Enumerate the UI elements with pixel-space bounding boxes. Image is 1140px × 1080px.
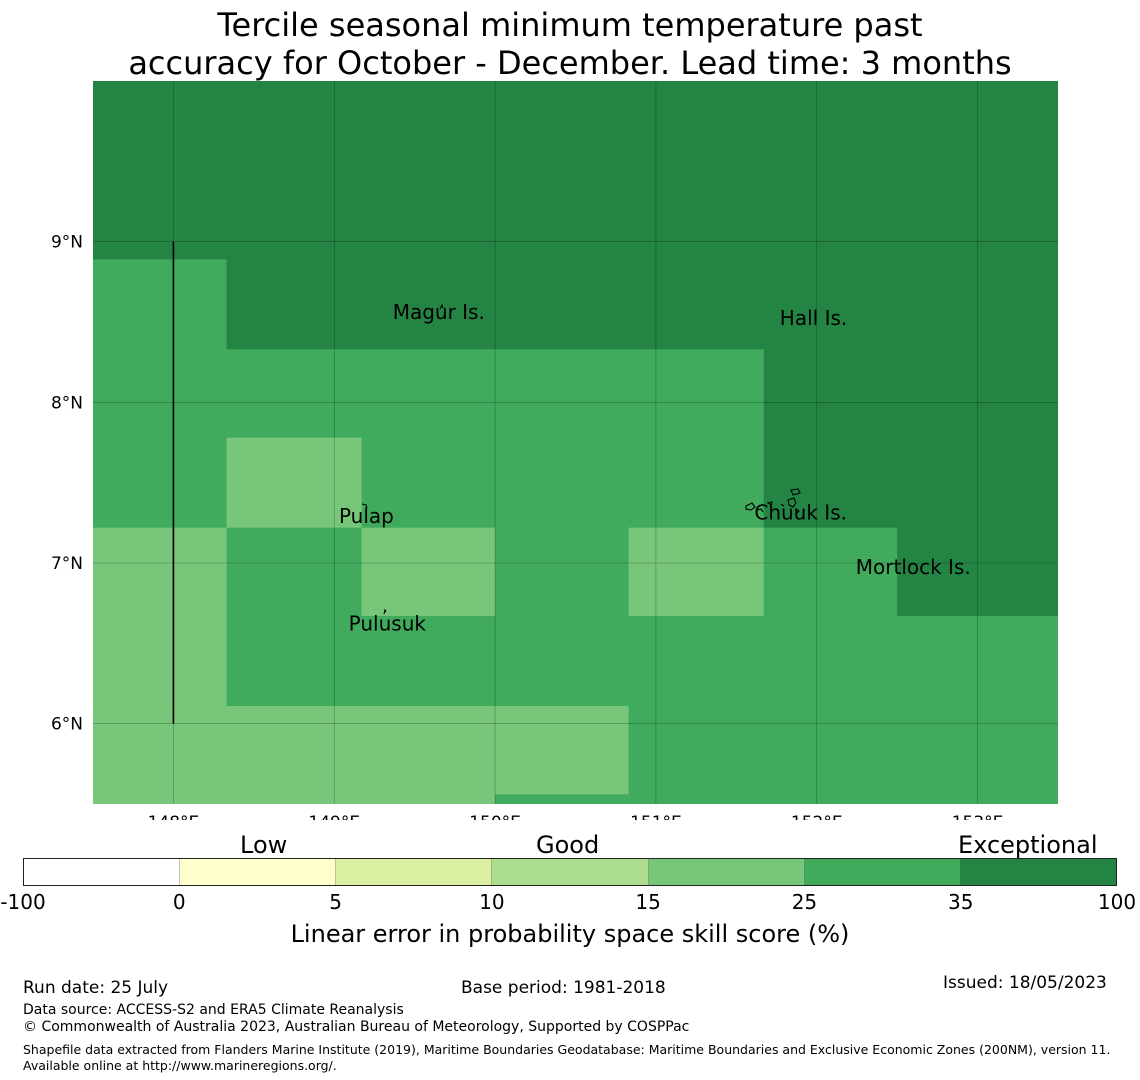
island-outline xyxy=(383,608,387,615)
copyright: © Commonwealth of Australia 2023, Austra… xyxy=(23,1019,690,1035)
shapefile-credit: Shapefile data extracted from Flanders M… xyxy=(23,1042,1111,1073)
island-outlines xyxy=(361,303,801,615)
place-label: Magur Is. xyxy=(393,300,485,324)
colorbar-tick-label: 5 xyxy=(329,890,342,914)
colorbar xyxy=(23,858,1117,886)
island-outline xyxy=(756,508,764,513)
latitude-tick-label: 6°N xyxy=(51,715,83,735)
colorbar-segment xyxy=(492,859,649,885)
place-label: Mortlock Is. xyxy=(856,555,971,579)
place-label: Hall Is. xyxy=(780,306,847,330)
longitude-tick-label: 150°E xyxy=(469,813,521,820)
colorbar-category-low: Low xyxy=(240,831,288,859)
colorbar-segment xyxy=(648,859,805,885)
skill-cell-good xyxy=(226,437,362,528)
place-label: Chuuk Is. xyxy=(754,501,847,525)
longitude-tick-label: 148°E xyxy=(148,813,200,820)
latitude-labels: 9°N 8°N 7°N 6°N xyxy=(51,233,83,735)
island-outline xyxy=(780,503,785,507)
longitude-labels: 148°E 149°E 150°E 151°E 152°E 153°E xyxy=(148,813,1004,820)
skill-cell-good xyxy=(93,794,496,804)
island-outline xyxy=(361,503,368,509)
colorbar-tick-label: 0 xyxy=(172,890,186,914)
skill-cell-good xyxy=(628,527,764,617)
colorbar-tick-label: 25 xyxy=(791,890,818,914)
colorbar-label: Linear error in probability space skill … xyxy=(290,920,850,948)
latitude-tick-label: 9°N xyxy=(51,233,83,253)
issued-date: Issued: 18/05/2023 xyxy=(943,973,1107,993)
latitude-tick-label: 8°N xyxy=(51,393,83,413)
colorbar-tick-label: 35 xyxy=(947,890,974,914)
skill-cell-good xyxy=(93,705,629,795)
colorbar-tick-label: 100 xyxy=(1097,890,1137,914)
skill-regions xyxy=(93,81,1058,805)
place-labels: Magur Is. Hall Is. Pulap Chuuk Is. Mortlock … xyxy=(339,300,971,636)
island-outline xyxy=(439,303,444,310)
colorbar-segment xyxy=(180,859,337,885)
title-line-1: Tercile seasonal minimum temperature pas… xyxy=(217,6,923,44)
colorbar-segment xyxy=(960,859,1116,885)
colorbar-segment xyxy=(24,859,181,885)
island-outline xyxy=(766,501,773,506)
run-date: Run date: 25 July xyxy=(23,978,169,998)
place-label: Pulap xyxy=(339,504,394,528)
title-line-2: accuracy for October - December. Lead ti… xyxy=(128,44,1012,82)
island-outline xyxy=(795,507,800,515)
longitude-tick-label: 152°E xyxy=(791,813,843,820)
island-outline xyxy=(745,502,756,511)
skill-cell-good xyxy=(361,527,496,617)
map-title: Tercile seasonal minimum temperature pas… xyxy=(0,6,1140,82)
colorbar-segment xyxy=(804,859,961,885)
colorbar-segment xyxy=(336,859,493,885)
island-outline xyxy=(787,497,797,508)
island-outline xyxy=(790,488,801,496)
colorbar-tick-label: 15 xyxy=(635,890,661,914)
colorbar-category-good: Good xyxy=(536,831,600,859)
colorbar-category-exceptional: Exceptional xyxy=(958,831,1098,859)
latitude-tick-label: 7°N xyxy=(51,554,83,574)
base-period: Base period: 1981-2018 xyxy=(461,978,666,998)
colorbar-tick-label: 10 xyxy=(479,890,505,914)
longitude-tick-label: 149°E xyxy=(308,813,360,820)
colorbar-tick-label: -100 xyxy=(0,890,46,914)
skill-map: Magur Is. Hall Is. Pulap Chuuk Is. Mortlock … xyxy=(51,81,1058,820)
data-source: Data source: ACCESS-S2 and ERA5 Climate … xyxy=(23,1002,404,1018)
place-label: Pulusuk xyxy=(349,611,427,635)
longitude-tick-label: 153°E xyxy=(952,813,1004,820)
longitude-tick-label: 151°E xyxy=(630,813,682,820)
